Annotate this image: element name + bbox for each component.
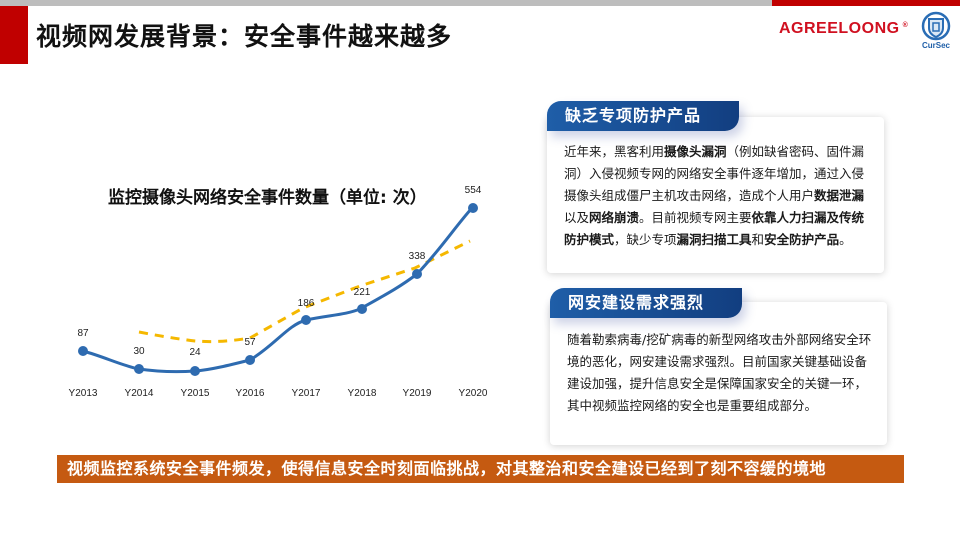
emphasis-text: 摄像头漏洞 (664, 144, 727, 159)
card-tab-security-demand: 网安建设需求强烈 (550, 288, 742, 318)
brand-logo-text: AGREELOONG ® (779, 20, 908, 38)
text-segment: 。目前视频专网主要 (639, 210, 752, 225)
x-axis-label: Y2018 (347, 388, 377, 399)
x-axis-label: Y2019 (402, 388, 432, 399)
card-body-text: 随着勒索病毒/挖矿病毒的新型网络攻击外部网络安全环境的恶化，网安建设需求强烈。目… (567, 329, 879, 417)
data-label: 57 (244, 337, 256, 348)
x-axis-label: Y2014 (124, 388, 154, 399)
chart-plot (78, 203, 478, 376)
registered-mark: ® (902, 21, 909, 29)
x-axis-label: Y2017 (291, 388, 321, 399)
data-label: 221 (353, 287, 371, 298)
emphasis-text: 漏洞扫描工具 (676, 232, 752, 247)
info-card-lack-protection: 近年来，黑客利用摄像头漏洞（例如缺省密码、固件漏洞）入侵视频专网的网络安全事件逐… (547, 117, 884, 273)
text-segment: （例如缺省密码、固件漏洞）入侵视频专网的网络安全事件逐年增加，通过入侵摄像头组成… (564, 144, 865, 203)
conclusion-banner: 视频监控系统安全事件频发，使得信息安全时刻面临挑战，对其整治和安全建设已经到了刻… (57, 455, 904, 483)
emphasis-text: 数据泄漏 (814, 188, 865, 203)
card-tab-lack-protection: 缺乏专项防护产品 (547, 101, 739, 131)
x-axis-label: Y2015 (180, 388, 210, 399)
emphasis-text: 安全防护产品 (764, 232, 840, 247)
data-label: 30 (133, 346, 145, 357)
info-card-security-demand: 随着勒索病毒/挖矿病毒的新型网络攻击外部网络安全环境的恶化，网安建设需求强烈。目… (550, 302, 887, 445)
text-segment: 近年来，黑客利用 (564, 144, 665, 159)
card-body-text: 近年来，黑客利用摄像头漏洞（例如缺省密码、固件漏洞）入侵视频专网的网络安全事件逐… (564, 141, 874, 251)
text-segment: 以及 (564, 210, 590, 225)
title-accent-bar (0, 6, 28, 64)
brand-name: AGREELOONG (779, 20, 900, 37)
text-segment: 和 (751, 232, 765, 247)
data-label: 24 (189, 347, 201, 358)
x-axis-label: Y2013 (68, 388, 98, 399)
logo-caption: CurSec (921, 41, 950, 50)
emphasis-text: 网络崩溃 (589, 210, 640, 225)
top-bar-red (772, 0, 960, 6)
x-axis-label: Y2020 (458, 388, 488, 399)
top-bar-gray (0, 0, 772, 6)
emphasis-text: 依靠人力扫漏及传统防护模式 (564, 210, 865, 247)
cursec-shield-icon (921, 11, 951, 41)
page-title: 视频网发展背景：安全事件越来越多 (36, 22, 453, 51)
trend-dashed-line (138, 239, 471, 344)
line-chart: 87 30 24 57 186 221 338 554 Y2013 Y2014 … (60, 175, 500, 415)
data-label: 87 (77, 328, 89, 339)
chart-title: 监控摄像头网络安全事件数量（单位: 次） (108, 188, 427, 208)
text-segment: ，缺少专项 (614, 232, 677, 247)
x-axis-label: Y2016 (235, 388, 265, 399)
text-segment: 。 (839, 232, 852, 247)
data-label: 338 (408, 251, 426, 262)
data-label: 554 (464, 185, 482, 196)
text-segment: 随着勒索病毒/挖矿病毒的新型网络攻击外部网络安全环境的恶化，网安建设需求强烈。目… (567, 332, 872, 413)
data-label: 186 (297, 298, 315, 309)
data-points (78, 203, 478, 376)
